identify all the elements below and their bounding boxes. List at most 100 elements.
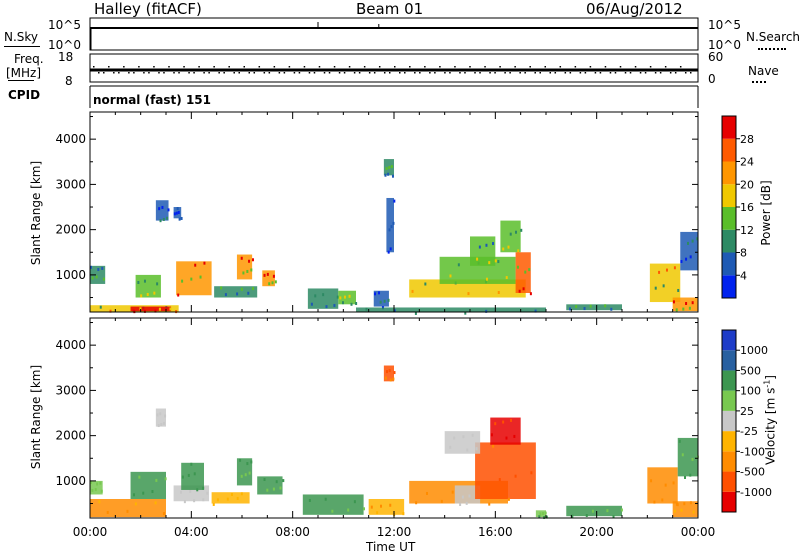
velocity-scatter-cell [591, 509, 594, 513]
power-scatter-cell [389, 247, 392, 251]
power-colorbar-tick-label: 28 [740, 133, 754, 146]
nave-point [599, 72, 602, 74]
velocity-scatter-cell [106, 510, 109, 514]
power-scatter-cell [178, 217, 181, 221]
nave-point [444, 72, 446, 74]
power-scatter-cell [492, 242, 495, 246]
velocity-scatter-cell [376, 511, 379, 515]
velocity-scatter-cell [160, 422, 163, 426]
velocity-scatter-cell [461, 495, 464, 499]
power-scatter-cell [675, 308, 678, 312]
nave-point [338, 72, 341, 74]
nave-point [283, 72, 286, 74]
nave-point [604, 66, 607, 68]
nave-point [318, 66, 321, 68]
velocity-scatter-cell [244, 473, 247, 477]
velocity-scatter-cell [492, 444, 495, 448]
power-scatter-cell [476, 257, 479, 261]
power-scatter-cell [696, 237, 699, 241]
velocity-scatter-region [672, 501, 698, 518]
nave-point [203, 72, 205, 74]
power-scatter-cell [263, 273, 266, 277]
nave-point [258, 66, 261, 68]
x-tick-label: 12:00 [377, 525, 412, 539]
power-scatter-region [155, 200, 169, 221]
nave-point [213, 66, 215, 68]
velocity-scatter-cell [126, 509, 129, 513]
velocity-scatter-cell [272, 487, 275, 491]
power-scatter-cell [691, 301, 694, 305]
nave-point [328, 72, 331, 74]
power-colorbar-segment [722, 184, 736, 207]
nave-point [303, 66, 306, 68]
nave-point [123, 66, 125, 68]
power-colorbar-segment [722, 252, 736, 276]
freq-tick-top: 18 [58, 50, 74, 64]
power-scatter-cell [688, 306, 691, 310]
nave-point [409, 66, 411, 68]
power-scatter-cell [203, 261, 206, 265]
power-scatter-cell [575, 305, 578, 309]
velocity-scatter-cell [100, 489, 103, 493]
nave-point [263, 72, 266, 74]
velocity-scatter-region [90, 498, 166, 518]
power-scatter-cell [158, 207, 161, 211]
x-tick-label: 00:00 [73, 525, 108, 539]
velocity-scatter-cell [99, 481, 102, 485]
power-scatter-cell [350, 302, 353, 306]
velocity-scatter-cell [465, 501, 468, 505]
power-scatter-region [338, 290, 356, 305]
nave-point [148, 72, 150, 74]
power-scatter-cell [343, 295, 346, 299]
power-colorbar-segment [722, 116, 736, 139]
nave-point [163, 72, 165, 74]
velocity-scatter-cell [193, 499, 196, 503]
velocity-scatter-cell [246, 462, 249, 466]
velocity-scatter-region [383, 365, 394, 382]
velocity-scatter-cell [181, 475, 184, 479]
x-tick-label: 20:00 [579, 525, 614, 539]
velocity-scatter-cell [393, 371, 396, 375]
nave-point [223, 72, 225, 74]
velocity-scatter-cell [459, 502, 462, 506]
nave-point [208, 72, 210, 74]
velocity-scatter-cell [468, 494, 471, 498]
power-scatter-region [500, 220, 521, 253]
nave-tick-top: 60 [708, 50, 724, 64]
velocity-scatter-cell [689, 473, 692, 477]
velocity-scatter-cell [90, 480, 92, 484]
velocity-scatter-cell [451, 490, 454, 494]
power-colorbar-tick-label: 4 [740, 269, 747, 282]
power-scatter-cell [176, 207, 179, 211]
nave-point [684, 72, 687, 74]
freq-panel-frame [89, 53, 699, 83]
velocity-scatter-cell [681, 453, 684, 457]
nave-point [564, 72, 567, 74]
velocity-scatter-region [454, 485, 481, 504]
power-colorbar-tick-label: 12 [740, 224, 754, 237]
power-scatter-cell [387, 172, 390, 176]
velocity-scatter-cell [248, 471, 251, 475]
velocity-scatter-cell [542, 512, 545, 516]
nave-point [93, 66, 95, 68]
power-scatter-cell [672, 300, 675, 304]
power-scatter-cell [424, 282, 427, 286]
velocity-scatter-cell [282, 479, 285, 483]
nave-point [183, 66, 185, 68]
power-scatter-cell [507, 245, 510, 249]
power-scatter-cell [97, 268, 100, 272]
freq-label: Freq. [14, 52, 44, 66]
nave-point [248, 72, 251, 74]
nave-point [143, 72, 145, 74]
nave-point [173, 72, 175, 74]
nave-point [514, 66, 516, 68]
power-scatter-cell [390, 225, 393, 229]
velocity-scatter-cell [661, 498, 664, 502]
nave-point [494, 72, 496, 74]
power-colorbar-tick-label: 8 [740, 247, 747, 260]
velocity-colorbar-tick-label: -25 [740, 425, 758, 438]
power-scatter-region [307, 288, 339, 309]
velocity-scatter-cell [488, 502, 491, 506]
velocity-colorbar-segment [722, 471, 736, 492]
power-scatter-cell [522, 287, 525, 291]
